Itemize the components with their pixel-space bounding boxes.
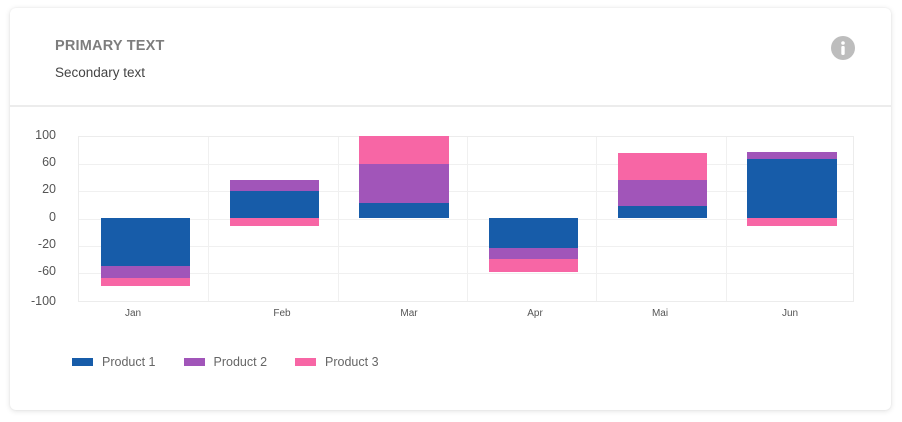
bar-segment-product-2-apr[interactable] xyxy=(488,247,578,259)
bar-segment-product-2-mar[interactable] xyxy=(359,164,449,204)
bar-segment-product-1-mai[interactable] xyxy=(617,206,708,218)
card-title: PRIMARY TEXT xyxy=(55,38,165,54)
y-axis-tick-label: 0 xyxy=(49,210,56,224)
legend-item-product-3[interactable]: Product 3 xyxy=(295,355,379,369)
gridline-vertical xyxy=(208,137,210,301)
y-axis-tick-label: -20 xyxy=(37,237,56,251)
x-axis-tick-label: Jun xyxy=(781,308,799,319)
legend-label: Product 2 xyxy=(213,355,268,369)
legend-item-product-2[interactable]: Product 2 xyxy=(183,355,268,369)
bar-segment-product-3-feb[interactable] xyxy=(229,218,320,227)
gridline-horizontal xyxy=(79,219,853,220)
bar-segment-product-1-feb[interactable] xyxy=(229,191,320,218)
info-icon[interactable] xyxy=(831,36,855,60)
legend-label: Product 1 xyxy=(102,355,156,369)
y-axis-tick-label: -100 xyxy=(30,294,56,308)
x-axis-tick-label: Feb xyxy=(273,308,291,319)
gridline-horizontal xyxy=(79,273,853,274)
bar-segment-product-3-mar[interactable] xyxy=(359,135,449,165)
bar-segment-product-3-apr[interactable] xyxy=(488,258,578,272)
chart-card: PRIMARY TEXT Secondary text xyxy=(10,8,891,410)
bar-segment-product-1-jun[interactable] xyxy=(747,159,837,218)
chart-legend: Product 1 Product 2 Product 3 xyxy=(72,355,407,369)
y-axis-tick-label: -60 xyxy=(37,264,56,278)
gridline-vertical xyxy=(725,137,727,301)
y-axis-tick-label: 100 xyxy=(35,128,56,142)
gridline-horizontal xyxy=(79,191,853,192)
legend-item-product-1[interactable]: Product 1 xyxy=(72,355,156,369)
bar-segment-product-2-mai[interactable] xyxy=(617,179,708,207)
gridline-vertical xyxy=(596,137,598,301)
legend-label: Product 3 xyxy=(325,355,379,369)
legend-swatch-icon xyxy=(72,358,93,366)
card-header: PRIMARY TEXT Secondary text xyxy=(10,8,891,107)
legend-swatch-icon xyxy=(295,358,317,366)
bar-segment-product-1-mar[interactable] xyxy=(359,203,449,218)
y-axis-tick-label: 60 xyxy=(42,155,56,169)
bar-segment-product-3-jun[interactable] xyxy=(747,218,837,227)
bar-segment-product-1-apr[interactable] xyxy=(488,218,578,248)
x-axis-tick-label: Jan xyxy=(124,308,142,319)
x-axis-tick-label: Mai xyxy=(651,308,669,319)
legend-swatch-icon xyxy=(183,358,205,366)
bar-segment-product-3-mai[interactable] xyxy=(617,153,708,180)
bar-segment-product-2-jun[interactable] xyxy=(747,152,837,160)
card-subtitle: Secondary text xyxy=(55,65,146,80)
bar-segment-product-2-feb[interactable] xyxy=(229,179,320,192)
y-axis-tick-label: 20 xyxy=(42,182,56,196)
bar-segment-product-2-jan[interactable] xyxy=(100,266,190,278)
bar-segment-product-3-jan[interactable] xyxy=(100,277,190,287)
gridline-vertical xyxy=(467,137,468,301)
plot-area xyxy=(78,136,854,302)
gridline-horizontal xyxy=(79,164,853,165)
bar-segment-product-1-jan[interactable] xyxy=(100,218,190,267)
gridline-vertical xyxy=(337,137,339,301)
gridline-horizontal xyxy=(79,246,853,247)
x-axis-tick-label: Mar xyxy=(400,308,418,319)
x-axis-tick-label: Apr xyxy=(527,308,543,319)
